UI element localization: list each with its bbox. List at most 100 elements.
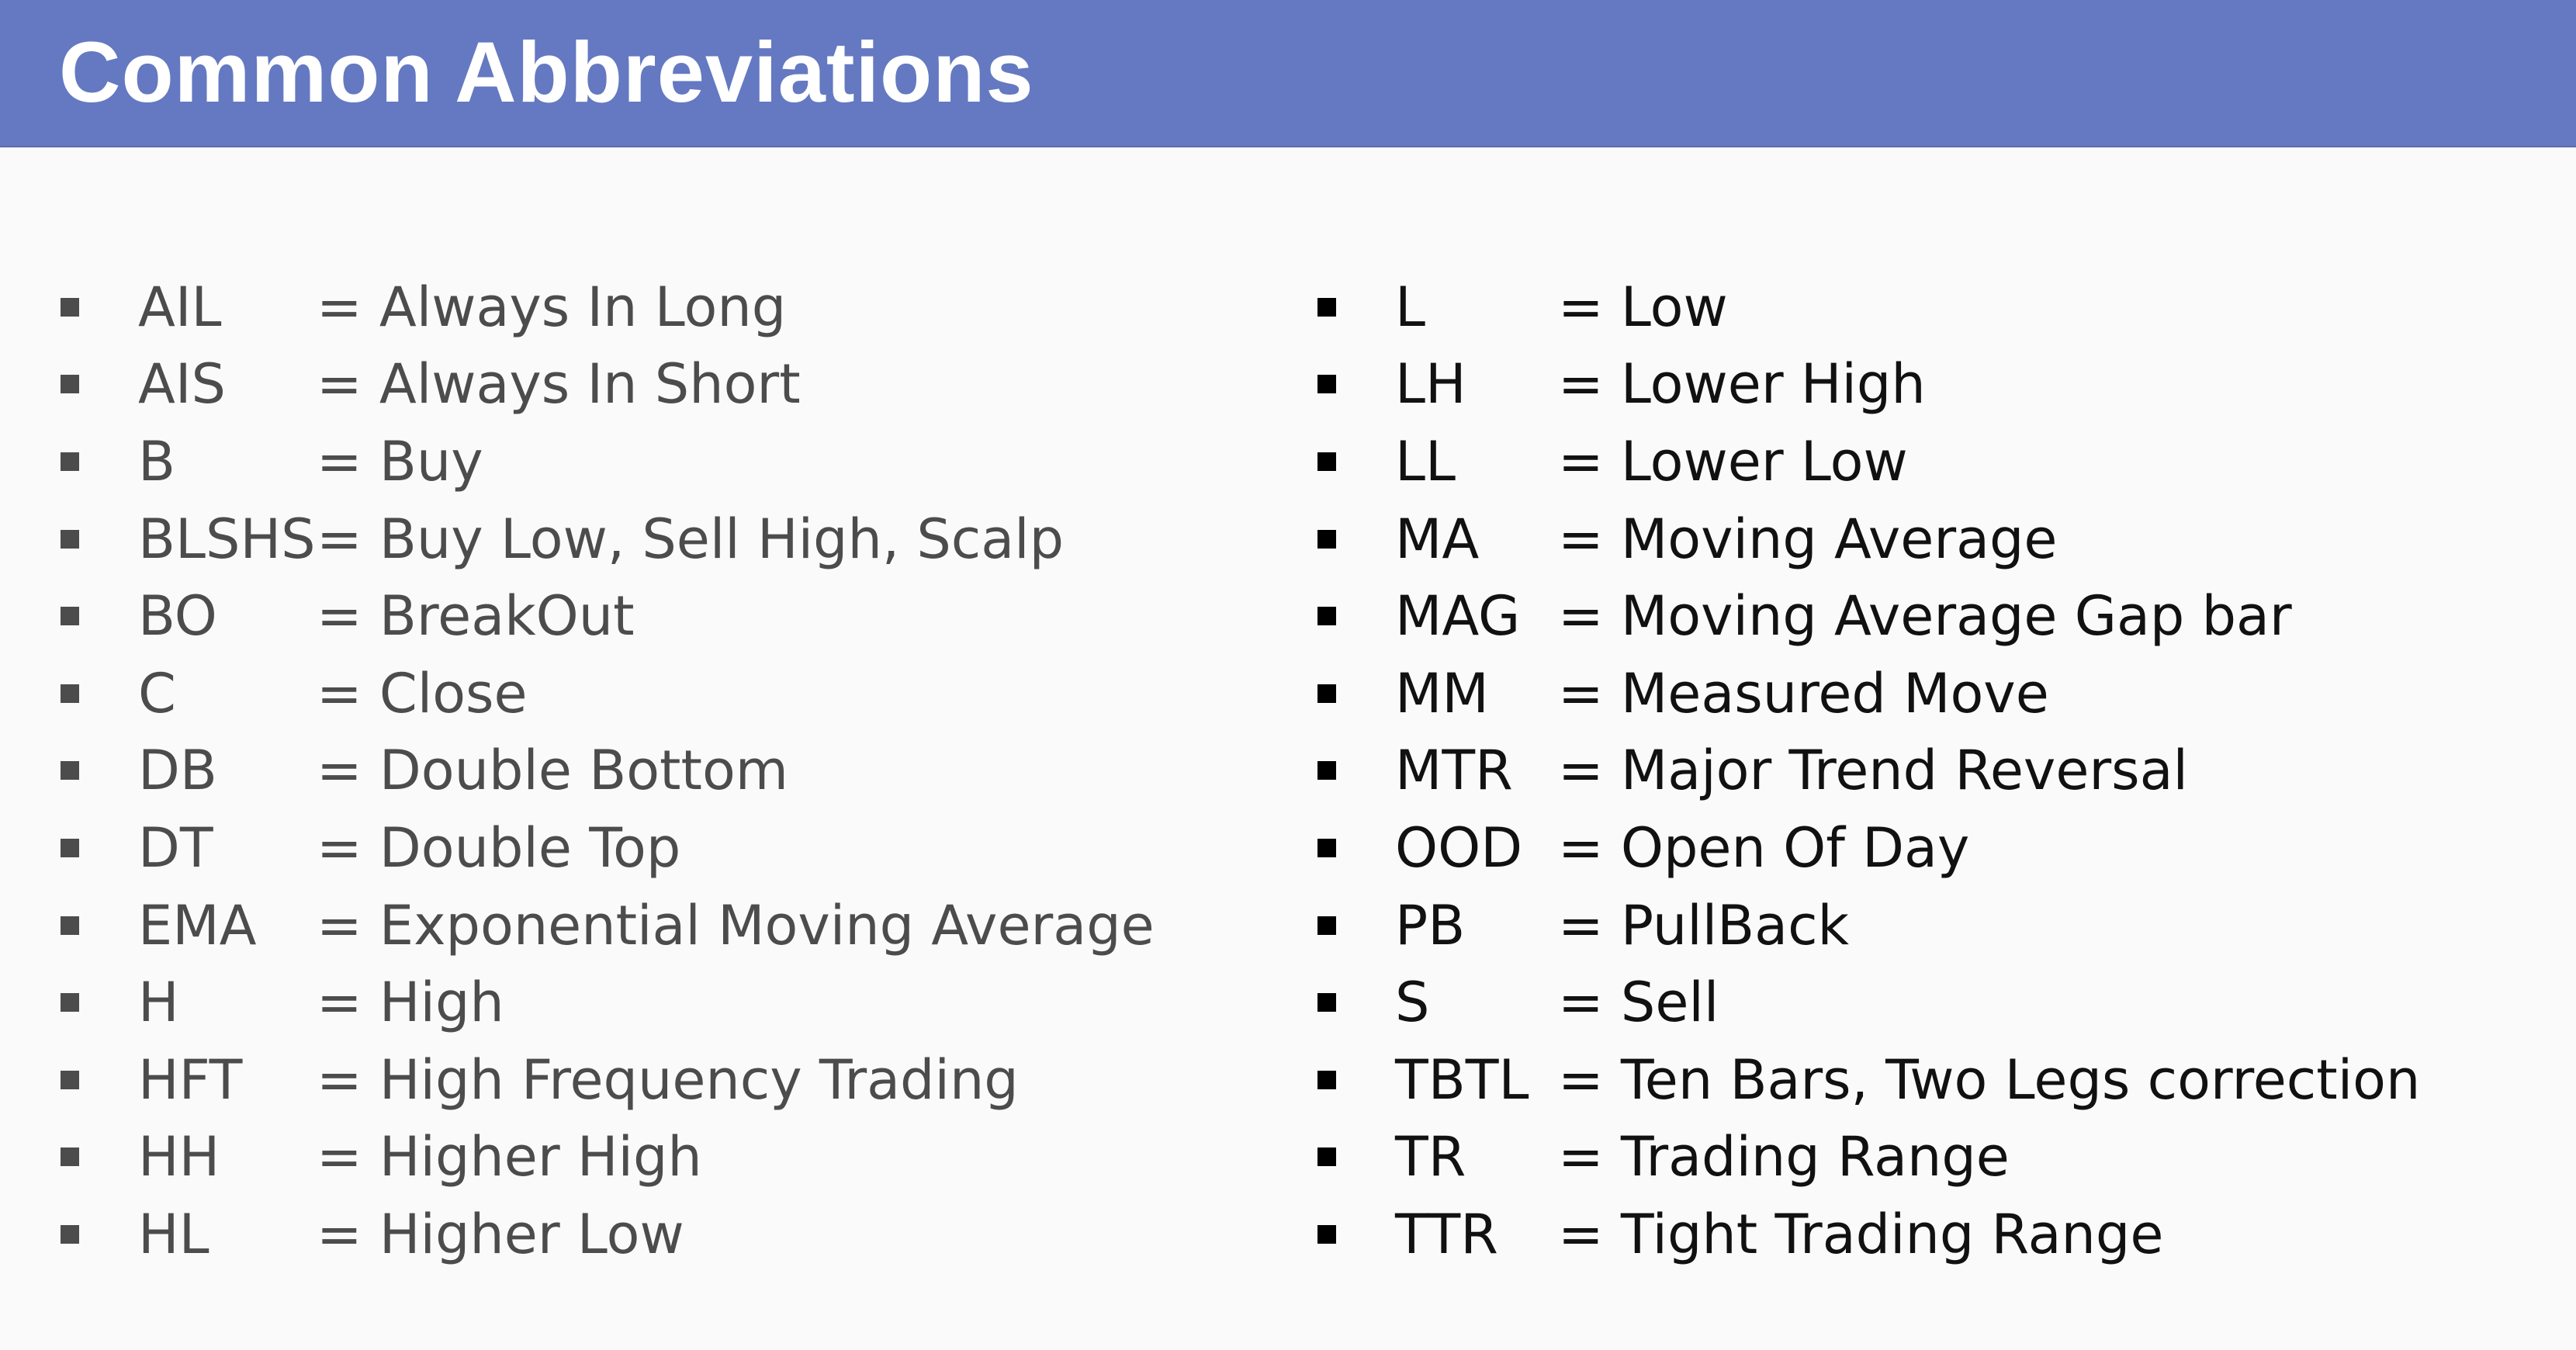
abbreviation: OOD	[1395, 815, 1523, 880]
title-bar: Common Abbreviations	[0, 0, 2576, 147]
definition: = Ten Bars, Two Legs correction	[1558, 1047, 2421, 1112]
abbreviation: HL	[138, 1202, 209, 1266]
abbreviation: TBTL	[1395, 1047, 1529, 1112]
definition: = Higher High	[317, 1125, 702, 1189]
list-item: MM = Measured Move	[1317, 655, 2528, 732]
square-bullet-icon	[1317, 452, 1336, 471]
square-bullet-icon	[61, 916, 79, 935]
abbreviation: DT	[138, 815, 213, 880]
list-item: AIS = Always In Short	[61, 346, 1271, 424]
definition: = Lower Low	[1558, 429, 1908, 493]
abbreviation: BO	[138, 584, 217, 649]
square-bullet-icon	[1317, 1070, 1336, 1089]
list-item: AIL = Always In Long	[61, 268, 1271, 346]
square-bullet-icon	[1317, 375, 1336, 394]
square-bullet-icon	[1317, 916, 1336, 935]
definition: = Double Bottom	[317, 739, 788, 803]
definition: = Double Top	[317, 815, 681, 880]
list-item: EMA = Exponential Moving Average	[61, 887, 1271, 964]
list-item: HL = Higher Low	[61, 1196, 1271, 1273]
definition: = High Frequency Trading	[317, 1047, 1019, 1112]
square-bullet-icon	[61, 297, 79, 317]
abbreviation: HH	[138, 1125, 220, 1189]
square-bullet-icon	[1317, 838, 1336, 857]
square-bullet-icon	[1317, 761, 1336, 781]
definition: = Tight Trading Range	[1558, 1202, 2164, 1266]
abbreviation: AIS	[138, 352, 226, 417]
abbreviation: MAG	[1395, 584, 1521, 649]
list-item: MTR = Major Trend Reversal	[1317, 732, 2528, 810]
list-item: HH = Higher High	[61, 1119, 1271, 1196]
definition: = Low	[1558, 275, 1728, 339]
square-bullet-icon	[1317, 1148, 1336, 1167]
square-bullet-icon	[1317, 684, 1336, 703]
list-item: PB = PullBack	[1317, 887, 2528, 964]
list-item: BO = BreakOut	[61, 577, 1271, 655]
list-item: L = Low	[1317, 268, 2528, 346]
definition: = Major Trend Reversal	[1558, 739, 2188, 803]
definition: = Trading Range	[1558, 1125, 2010, 1189]
definition: = Exponential Moving Average	[317, 893, 1155, 957]
square-bullet-icon	[61, 1224, 79, 1244]
list-item: TBTL = Ten Bars, Two Legs correction	[1317, 1041, 2528, 1119]
definition: = Always In Short	[317, 352, 801, 417]
list-item: H = High	[61, 964, 1271, 1041]
definition: = Buy Low, Sell High, Scalp	[317, 507, 1065, 571]
abbreviation: LH	[1395, 352, 1466, 417]
abbreviation: MTR	[1395, 739, 1513, 803]
definition: = PullBack	[1558, 893, 1850, 957]
abbreviation-list-left: AIL = Always In Long AIS = Always In Short B…	[61, 268, 1271, 1273]
square-bullet-icon	[61, 375, 79, 394]
abbreviation: H	[138, 971, 179, 1035]
square-bullet-icon	[61, 684, 79, 703]
abbreviation: AIL	[138, 275, 222, 339]
list-item: HFT = High Frequency Trading	[61, 1041, 1271, 1119]
list-item: TR = Trading Range	[1317, 1119, 2528, 1196]
abbreviation: DB	[138, 739, 217, 803]
list-item: DT = Double Top	[61, 809, 1271, 887]
square-bullet-icon	[1317, 607, 1336, 626]
definition: = Moving Average Gap bar	[1558, 584, 2292, 649]
square-bullet-icon	[61, 1148, 79, 1167]
abbreviation: HFT	[138, 1047, 243, 1112]
square-bullet-icon	[61, 838, 79, 857]
abbreviation: TR	[1395, 1125, 1466, 1189]
square-bullet-icon	[61, 761, 79, 781]
definition: = High	[317, 971, 504, 1035]
abbreviation: L	[1395, 275, 1425, 339]
list-item: C = Close	[61, 655, 1271, 732]
definition: = Always In Long	[317, 275, 787, 339]
abbreviation: TTR	[1395, 1202, 1498, 1266]
square-bullet-icon	[1317, 529, 1336, 549]
list-item: OOD = Open Of Day	[1317, 809, 2528, 887]
square-bullet-icon	[1317, 297, 1336, 317]
abbreviation: S	[1395, 971, 1430, 1035]
list-item: B = Buy	[61, 423, 1271, 500]
square-bullet-icon	[61, 993, 79, 1012]
list-item: MAG = Moving Average Gap bar	[1317, 577, 2528, 655]
list-item: S = Sell	[1317, 964, 2528, 1041]
abbreviation: MM	[1395, 661, 1489, 725]
square-bullet-icon	[61, 1070, 79, 1089]
abbreviation: B	[138, 429, 176, 493]
definition: = Sell	[1558, 971, 1719, 1035]
abbreviation-list-right: L = Low LH = Lower High LL = Lower Low MA = Mov…	[1317, 268, 2528, 1273]
definition: = Moving Average	[1558, 507, 2058, 571]
list-item: LL = Lower Low	[1317, 423, 2528, 500]
definition: = Higher Low	[317, 1202, 684, 1266]
definition: = BreakOut	[317, 584, 635, 649]
abbreviation: LL	[1395, 429, 1456, 493]
abbreviation: MA	[1395, 507, 1480, 571]
definition: = Lower High	[1558, 352, 1926, 417]
square-bullet-icon	[1317, 993, 1336, 1012]
square-bullet-icon	[61, 529, 79, 549]
abbreviation: BLSHS	[138, 507, 316, 571]
abbreviation: EMA	[138, 893, 257, 957]
square-bullet-icon	[61, 607, 79, 626]
definition: = Measured Move	[1558, 661, 2049, 725]
definition: = Open Of Day	[1558, 815, 1970, 880]
definition: = Close	[317, 661, 528, 725]
definition: = Buy	[317, 429, 483, 493]
list-item: DB = Double Bottom	[61, 732, 1271, 810]
list-item: BLSHS = Buy Low, Sell High, Scalp	[61, 500, 1271, 578]
